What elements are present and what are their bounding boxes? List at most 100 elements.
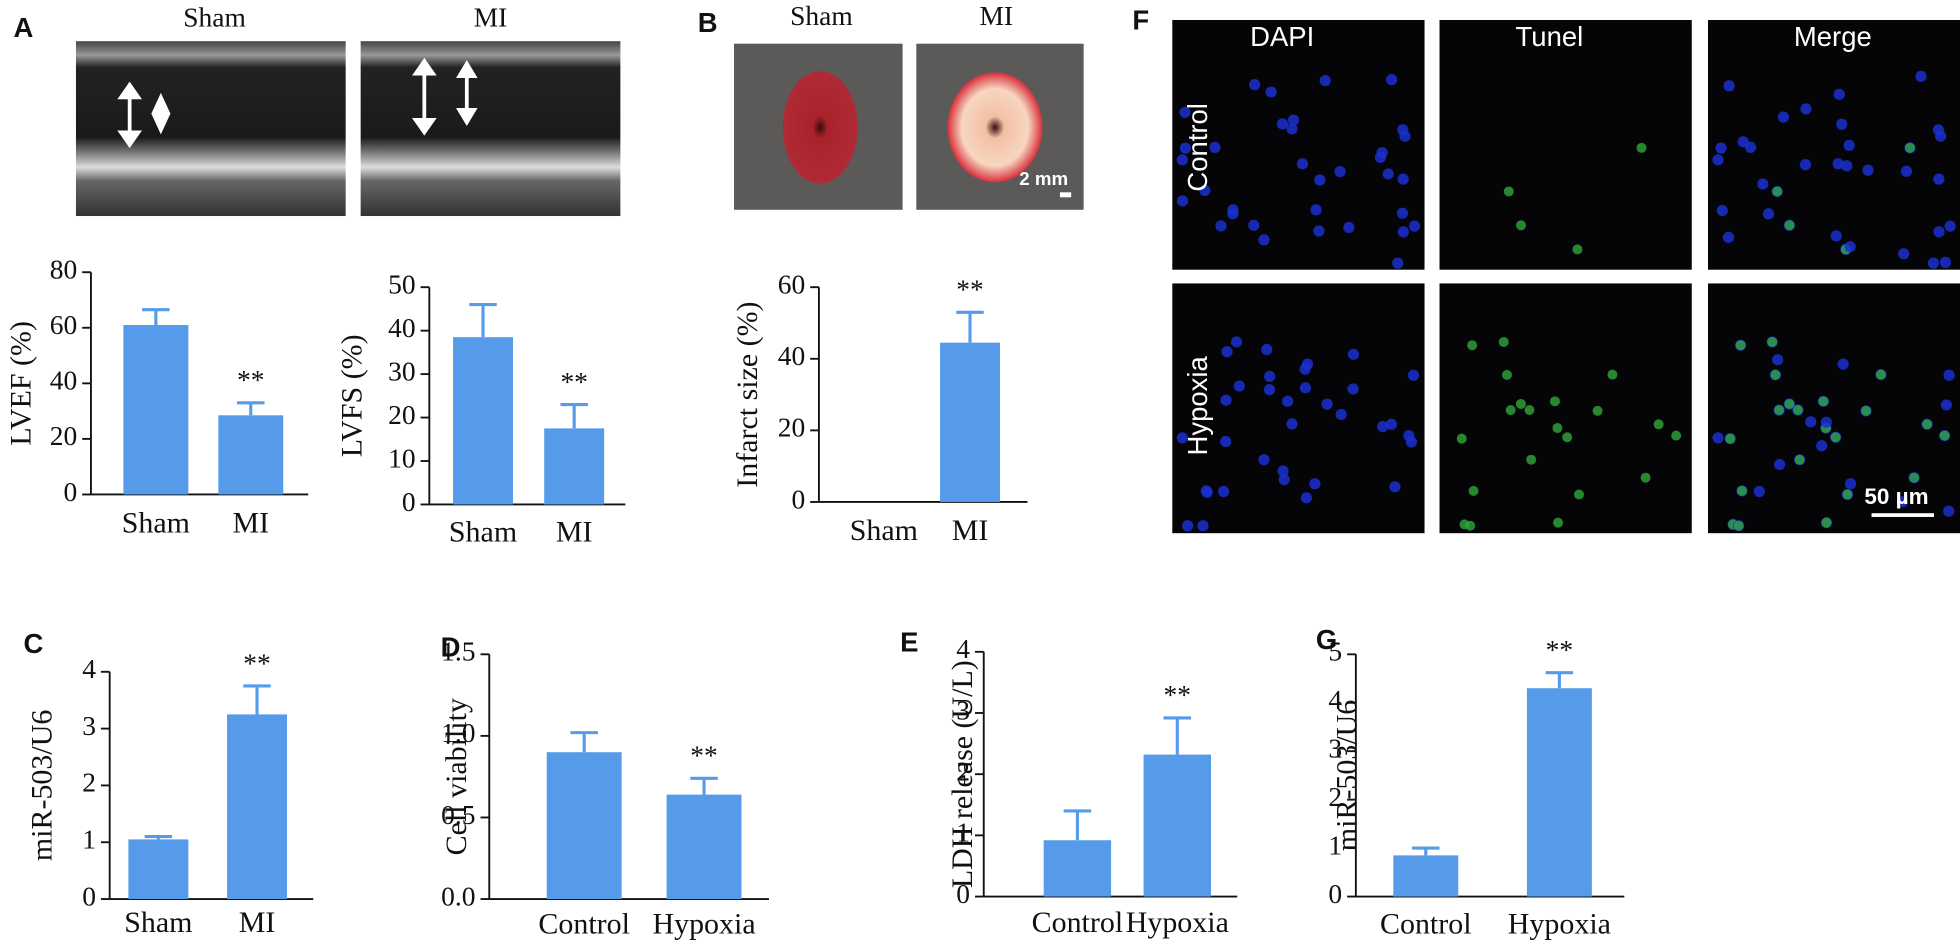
tunel-cell [1671, 430, 1682, 441]
x-tick-label: Sham [122, 507, 190, 540]
tunel-cell [1653, 419, 1664, 430]
y-tick-label: 5 [1328, 637, 1342, 667]
nucleus [1389, 481, 1401, 493]
nucleus [1836, 118, 1848, 130]
nucleus [1898, 248, 1910, 260]
nucleus [1716, 204, 1728, 217]
tunel-cell [1767, 336, 1778, 347]
tunel-cell [1818, 396, 1829, 407]
nucleus [1772, 354, 1784, 366]
y-tick-label: 0 [402, 487, 416, 517]
x-tick-label: MI [232, 507, 269, 540]
nucleus [1313, 225, 1325, 237]
tunel-cell [1505, 405, 1516, 416]
nucleus [1777, 111, 1789, 123]
x-tick-label: Hypoxia [1126, 906, 1229, 939]
nucleus [1209, 141, 1221, 154]
nucleus [1837, 358, 1849, 370]
y-tick-label: 10 [388, 443, 415, 473]
nucleus [1844, 241, 1856, 253]
tunel-cell [1792, 405, 1803, 415]
panel-letter: F [1132, 5, 1149, 36]
y-tick-label: 0.0 [441, 881, 475, 911]
y-tick-label: 4 [82, 654, 96, 684]
column-label: DAPI [1250, 21, 1314, 52]
scale-bar-label: 50 µm [1864, 484, 1928, 509]
nucleus [1176, 154, 1188, 166]
tunel-cell [1549, 396, 1560, 407]
tunel-cell [1904, 142, 1915, 153]
y-axis-label: LDH release (U/L) [946, 660, 979, 888]
column-label: MI [474, 2, 508, 32]
nucleus [1176, 195, 1189, 207]
bar [453, 337, 513, 505]
x-tick-label: Control [538, 907, 630, 940]
echo-image [75, 41, 346, 217]
x-tick-label: Sham [124, 906, 192, 939]
nucleus [1385, 418, 1398, 430]
tunel-cell [1465, 520, 1476, 531]
significance: ** [1546, 635, 1573, 665]
nucleus [1943, 369, 1955, 381]
y-tick-label: 2 [956, 756, 970, 786]
nucleus [1176, 432, 1188, 444]
nucleus [1753, 485, 1765, 498]
bar [1043, 840, 1112, 897]
y-tick-label: 0 [63, 477, 77, 507]
nucleus [1397, 173, 1409, 185]
tunel-cell [1830, 432, 1841, 443]
y-tick-label: 2 [82, 768, 96, 798]
tunel-cell [1573, 489, 1584, 500]
y-axis-label: LVEF (%) [4, 321, 37, 446]
error-bar [1412, 846, 1440, 856]
column-label: Tunel [1516, 21, 1584, 52]
y-tick-label: 20 [50, 421, 77, 451]
y-tick-label: 20 [388, 400, 415, 430]
bar [123, 324, 189, 495]
y-tick-label: 0 [82, 881, 96, 911]
significance: ** [1164, 680, 1191, 710]
y-tick-label: 4 [1328, 685, 1342, 715]
significance: ** [690, 741, 717, 771]
bar [546, 752, 622, 900]
nucleus [1300, 492, 1313, 504]
tunel-cell [1640, 472, 1651, 483]
tunel-cell [1636, 142, 1647, 153]
column-label: MI [979, 1, 1013, 31]
tunel-cell [1572, 244, 1583, 255]
nucleus [1263, 384, 1276, 396]
nucleus [1939, 256, 1952, 268]
y-axis-label: Cell viability [440, 698, 473, 855]
bar [940, 342, 1000, 502]
nucleus [1896, 496, 1909, 508]
nucleus [1309, 478, 1321, 490]
nucleus [1182, 520, 1194, 532]
nucleus [1248, 219, 1260, 231]
tunel-cell [1821, 517, 1832, 528]
y-tick-label: 40 [388, 313, 415, 343]
micrographs [1172, 19, 1960, 534]
tunel-cell [1501, 369, 1512, 380]
error-bar [237, 401, 265, 416]
nucleus [1347, 348, 1360, 360]
nucleus [1218, 485, 1230, 498]
nucleus [1833, 88, 1845, 100]
error-bar [560, 402, 588, 429]
x-tick-label: MI [952, 514, 989, 547]
heart-slice [947, 72, 1043, 183]
nucleus [1933, 173, 1945, 185]
nucleus [1805, 416, 1817, 428]
y-tick-label: 0 [791, 484, 805, 514]
nucleus [1335, 408, 1347, 421]
tunel-cell [1784, 220, 1795, 231]
nucleus [1233, 380, 1245, 392]
micrograph [1439, 19, 1692, 270]
heart-slice [782, 71, 858, 184]
x-tick-label: Sham [449, 515, 517, 548]
panel-letter: G [1316, 624, 1337, 655]
y-axis-label: Infarct size (%) [731, 301, 764, 487]
tunel-cell [1467, 340, 1478, 351]
nucleus [1286, 123, 1298, 135]
nucleus [1215, 220, 1227, 232]
nucleus [1276, 118, 1289, 130]
